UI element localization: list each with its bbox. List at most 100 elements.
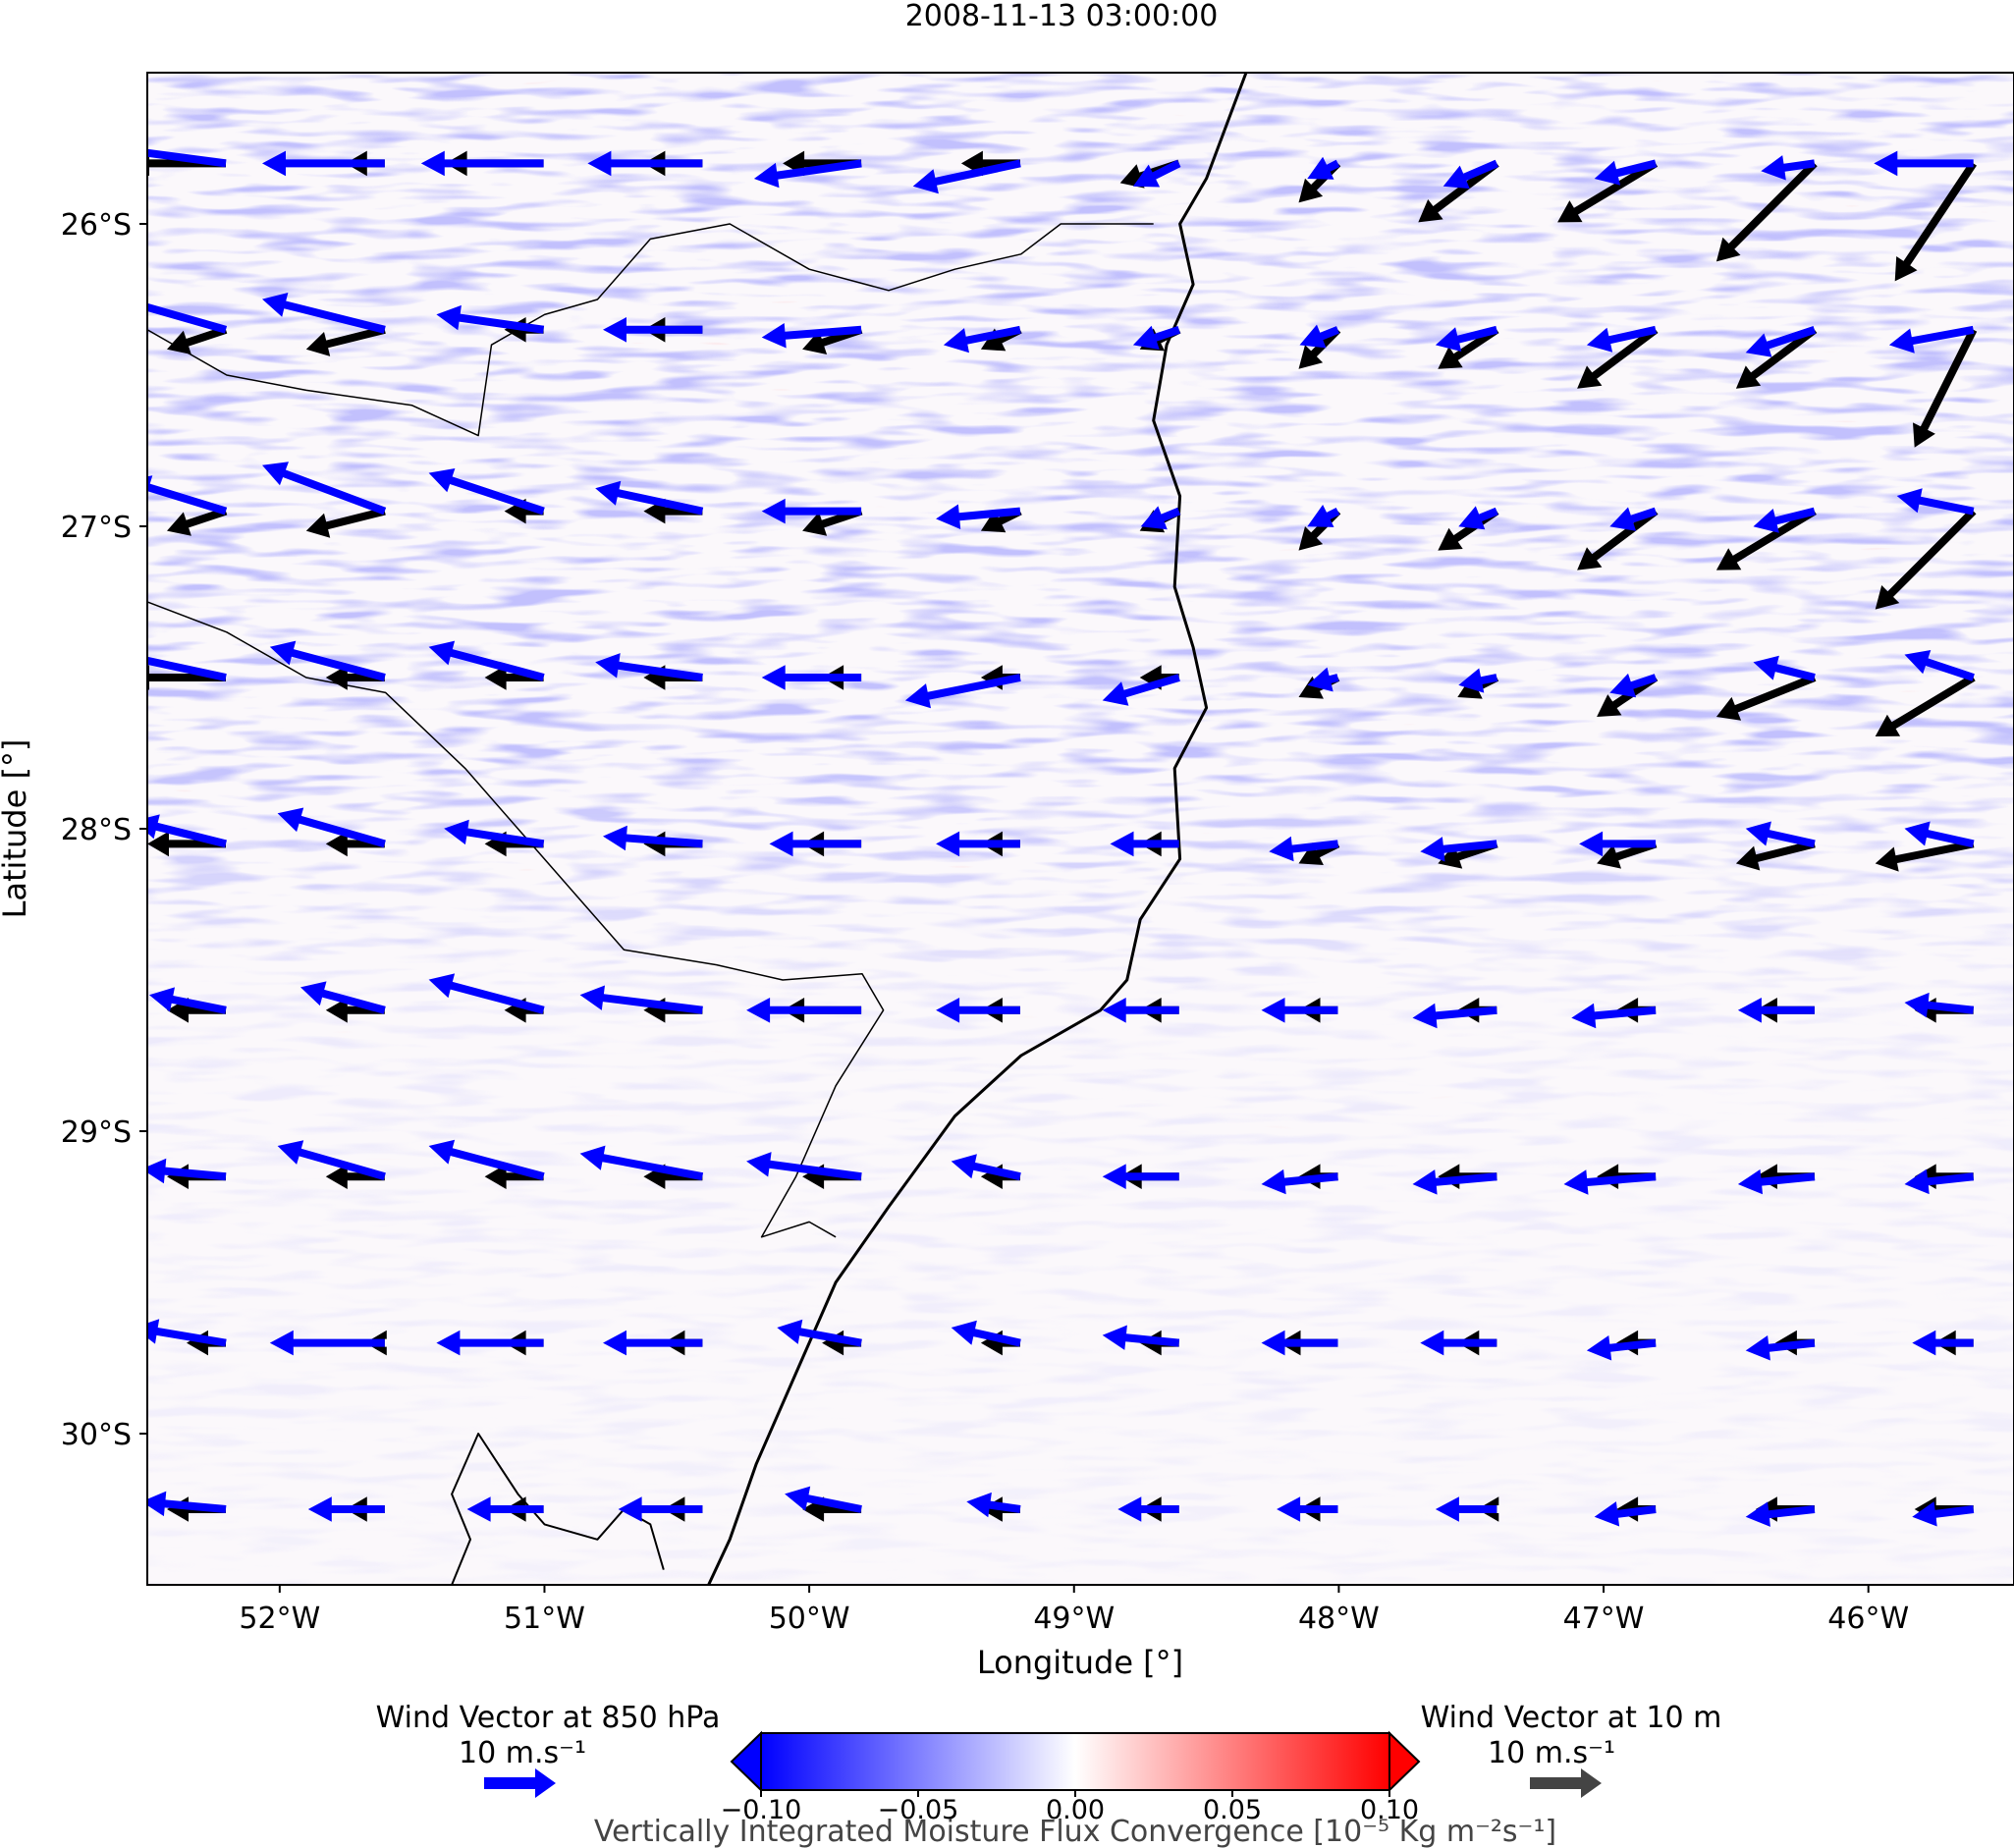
wind-850hpa-arrow-icon [1586,1335,1657,1361]
wind-850hpa-arrow-icon [1269,836,1338,862]
wind-850hpa-arrow-icon [269,1330,385,1356]
wind-10m-arrow-icon [484,1164,544,1189]
wind-850hpa-arrow-icon [951,1320,1021,1347]
quiver-key-850hpa-value: 10 m.s⁻¹ [459,1736,586,1770]
map-panel: 52°W 51°W 50°W 49°W 48°W 47°W 46°W 26°S 27°S 28°… [61,72,2014,1636]
quiver-key-850hpa: Wind Vector at 850 hPa 10 m.s⁻¹ [376,1701,720,1798]
wind-10m-arrow-icon [1418,160,1499,223]
wind-10m-arrow-icon [305,325,386,356]
wind-850hpa-arrow-icon [1745,1501,1816,1527]
wind-850hpa-arrow-icon [579,1145,704,1181]
colorbar-tick-label: 0.10 [1360,1795,1419,1825]
wind-850hpa-arrow-icon [936,504,1021,529]
wind-850hpa-arrow-icon [746,1152,862,1181]
wind-850hpa-arrow-icon [269,640,386,681]
wind-850hpa-arrow-icon [1745,326,1817,357]
x-axis-label: Longitude [°] [977,1644,1183,1681]
wind-850hpa-arrow-icon [444,819,545,848]
y-axis-label: Latitude [°] [0,739,33,919]
wind-850hpa-arrow-icon [1579,831,1657,857]
wind-850hpa-arrow-icon [149,987,227,1014]
coastlines-and-borders [147,73,1248,1585]
wind-10m-arrow-icon [1735,840,1816,871]
wind-850hpa-arrow-icon [1307,667,1339,692]
y-tick-label: 28°S [61,813,132,847]
wind-10m-arrow-icon [1577,508,1659,571]
wind-850hpa-arrow-icon [1737,998,1815,1023]
wind-850hpa-arrow-icon [1874,150,1974,177]
moisture-flux-convergence-field [147,73,2014,1585]
wind-850hpa-arrow-icon [1420,837,1497,862]
wind-850hpa-arrow-icon [1299,324,1339,349]
x-tick-label: 46°W [1827,1602,1909,1636]
wind-850hpa-arrow-icon [1102,1325,1180,1350]
wind-10m-arrow-icon [325,1164,385,1189]
wind-850hpa-arrow-icon [603,825,703,851]
wind-10m-arrow-icon [1913,328,1978,448]
colorbar-gradient [761,1733,1389,1790]
quiver-key-10m-title: Wind Vector at 10 m [1421,1701,1722,1735]
wind-850hpa-arrow-icon [1102,998,1179,1023]
wind-850hpa-arrow-icon [436,304,545,334]
y-tick-label: 26°S [61,208,132,243]
wind-850hpa-arrow-icon [147,148,227,168]
wind-850hpa-arrow-icon [1737,1169,1816,1195]
wind-850hpa-arrow-icon [603,1330,703,1356]
wind-850hpa-arrow-icon [1912,1330,1974,1356]
wind-10m-arrow-icon [504,498,544,524]
wind-850hpa-arrow-icon [1458,506,1498,530]
wind-850hpa-arrow-icon [1110,831,1179,857]
quiver-key-10m-value: 10 m.s⁻¹ [1488,1736,1615,1770]
wind-850hpa-arrow-icon [1912,1501,1975,1527]
wind-850hpa-arrow-icon [1412,1003,1497,1029]
wind-850hpa-arrow-icon [466,1496,544,1522]
wind-850hpa-arrow-icon [936,998,1020,1023]
wind-10m-arrow-icon [1875,508,1977,610]
atlantic-coastline [707,73,1248,1585]
wind-10m-arrow-icon [980,1330,1020,1356]
wind-850hpa-arrow-icon [1435,1496,1497,1522]
x-tick-label: 51°W [504,1602,585,1636]
wind-10m-arrow-icon [325,665,385,690]
wind-850hpa-arrow-icon [147,302,228,334]
wind-850hpa-arrow-icon [1435,325,1498,352]
wind-850hpa-arrow-icon [1261,1169,1338,1195]
wind-850hpa-arrow-icon [1458,668,1498,693]
wind-850hpa-arrow-icon [147,1158,227,1184]
wind-850hpa-arrow-icon [1563,1169,1657,1195]
wind-850hpa-arrow-icon [1442,159,1498,190]
x-tick-label: 49°W [1033,1602,1115,1636]
wind-850hpa-arrow-icon [1904,650,1975,681]
wind-850hpa-arrow-icon [761,665,862,690]
wind-850hpa-arrow-icon [1896,488,1975,516]
wind-10m-arrow-icon [147,150,226,177]
wind-850hpa-arrow-icon [1132,325,1180,350]
wind-850hpa-arrow-icon [1586,325,1657,353]
y-tick-label: 30°S [61,1418,132,1452]
wind-850hpa-arrow-icon [436,1330,544,1356]
x-tick-label: 48°W [1298,1602,1380,1636]
wind-850hpa-arrow-icon [277,1140,386,1180]
wind-850hpa-arrow-icon [1261,1330,1338,1356]
quiver-key-850hpa-arrow-icon [484,1768,556,1798]
colorbar-tick-label: −0.10 [721,1795,802,1825]
wind-10m-arrow-icon [484,665,544,690]
wind-850hpa-arrow-icon [936,831,1020,857]
wind-850hpa-arrow-icon [1307,156,1340,180]
wind-850hpa-arrow-icon [769,831,862,857]
x-tick-label: 52°W [239,1602,320,1636]
wind-850hpa-arrow-icon [1904,1169,1975,1195]
wind-850hpa-arrow-icon [761,498,862,524]
parana-santa-catarina-border [147,223,1154,437]
wind-850hpa-arrow-icon [147,475,228,516]
wind-10m-arrow-icon [1875,674,1976,736]
wind-10m-arrow-icon [1715,674,1817,721]
wind-850hpa-arrow-icon [1412,1169,1497,1195]
wind-850hpa-arrow-icon [147,656,227,681]
wind-850hpa-arrow-icon [1261,998,1338,1023]
wind-850hpa-arrow-icon [262,150,385,177]
wind-850hpa-arrow-icon [1102,674,1180,706]
wind-850hpa-arrow-icon [1307,505,1340,527]
wind-850hpa-arrow-icon [1753,507,1816,533]
wind-10m-arrow-icon [1139,665,1179,690]
